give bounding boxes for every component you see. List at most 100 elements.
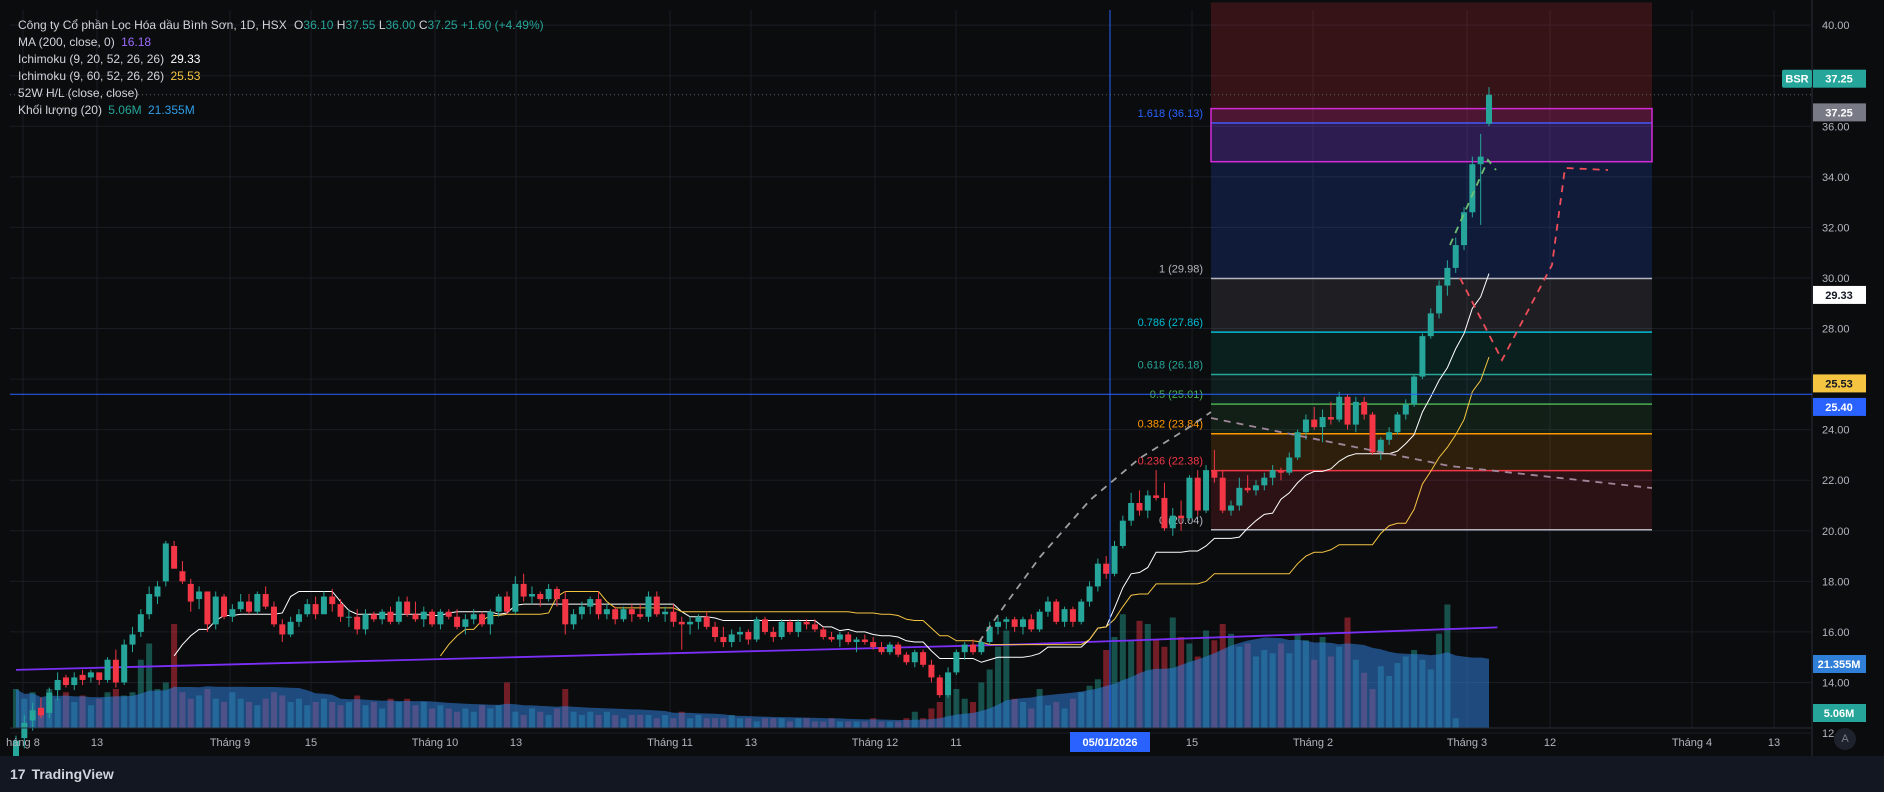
candle-body <box>728 634 735 643</box>
candle-body <box>370 614 377 620</box>
volume-bar <box>945 679 952 728</box>
price-axis-tick: 24.00 <box>1822 425 1850 437</box>
candle-body <box>928 664 935 678</box>
price-axis-tick: 32.00 <box>1822 222 1850 234</box>
volume-ma-value: 21.355M <box>148 103 195 117</box>
candle-body <box>479 614 486 625</box>
high-label: H <box>336 18 346 32</box>
fib-zone <box>1211 123 1652 279</box>
candle-body <box>429 611 436 625</box>
candle-body <box>1136 502 1143 511</box>
candle-body <box>1194 477 1201 511</box>
time-axis-tick: Tháng 11 <box>647 737 693 749</box>
candle-body <box>1178 515 1185 519</box>
fib-level-label: 0.618 (26.18) <box>1138 360 1203 372</box>
volume-badge-label: 5.06M <box>1824 708 1855 720</box>
price-axis-tick: 36.00 <box>1822 121 1850 133</box>
candle-body <box>254 594 261 612</box>
volume-value: 5.06M <box>108 103 142 117</box>
price-badge <box>1813 103 1866 122</box>
candle-body <box>903 654 910 663</box>
chart-canvas[interactable]: 1.618 (36.13) 1 (29.98) 0.786 (27.86) 0.618… <box>0 0 1884 756</box>
candle-body <box>404 601 411 615</box>
candle-body <box>154 586 161 597</box>
footer-bar: 17 TradingView <box>0 756 1884 792</box>
candle-body <box>1261 477 1268 486</box>
fib-zone <box>1211 374 1652 405</box>
candle-body <box>1236 487 1243 506</box>
price-axis-tick: 40.00 <box>1822 20 1850 32</box>
candle-body <box>1469 164 1476 213</box>
ichimoku1-label: Ichimoku (9, 20, 52, 26, 26) <box>18 52 165 66</box>
time-axis-tick: Tháng 10 <box>412 737 458 749</box>
candle-body <box>1336 396 1343 420</box>
candle-body <box>553 588 560 600</box>
candle-body <box>970 644 977 653</box>
symbol-badge <box>1782 69 1812 88</box>
volume-bar <box>928 708 935 728</box>
volume-bar <box>1003 630 1010 728</box>
candle-body <box>1169 515 1176 529</box>
ma-value: 16.18 <box>121 35 152 49</box>
candle-body <box>961 644 968 653</box>
volume-bar <box>978 682 985 728</box>
w52-row[interactable]: 52W H/L (close, close) <box>18 85 544 102</box>
fib-level-label: 1.618 (36.13) <box>1138 108 1203 120</box>
candle-body <box>13 740 19 756</box>
candle-body <box>645 596 652 617</box>
volume-row[interactable]: Khối lượng (20) 5.06M 21.355M <box>18 102 544 119</box>
candle-body <box>1144 495 1151 511</box>
candle-body <box>104 659 111 680</box>
candle-body <box>936 677 943 696</box>
candle-body <box>279 624 286 635</box>
candle-body <box>1244 487 1251 491</box>
time-axis-tick: 13 <box>1768 737 1780 749</box>
candle-body <box>1311 419 1318 428</box>
candle-body <box>320 596 327 615</box>
candle-body <box>778 621 785 637</box>
ichimoku1-row[interactable]: Ichimoku (9, 20, 52, 26, 26) 29.33 <box>18 51 544 68</box>
time-axis-tick: 13 <box>91 737 103 749</box>
candle-body <box>412 614 419 620</box>
fib-level-label: 0.5 (25.01) <box>1150 389 1203 401</box>
candle-body <box>179 571 186 582</box>
price-axis-tick: 18.00 <box>1822 576 1850 588</box>
auto-scale-button[interactable]: A <box>1834 728 1856 750</box>
candle-body <box>1486 94 1492 124</box>
high-value: 37.55 <box>345 18 376 32</box>
candle-body <box>953 652 960 673</box>
candle-body <box>395 601 402 622</box>
brand-name: TradingView <box>31 766 114 782</box>
candle-body <box>287 621 294 635</box>
volume-bar <box>986 669 993 728</box>
candle-body <box>878 647 885 653</box>
price-axis-tick: 16.00 <box>1822 627 1850 639</box>
candle-body <box>687 621 694 625</box>
candle-body <box>836 634 843 640</box>
candle-body <box>1286 457 1293 473</box>
candle-body <box>137 614 144 632</box>
candle-body <box>221 596 228 617</box>
price-badge-label: 25.40 <box>1825 402 1853 414</box>
tradingview-brand[interactable]: 17 TradingView <box>10 766 114 782</box>
candle-body <box>670 611 677 622</box>
w52-label: 52W H/L (close, close) <box>18 86 139 100</box>
fib-zone-top <box>1211 2 1652 124</box>
candle-body <box>595 599 602 615</box>
open-label: O <box>294 18 304 32</box>
fib-level-label: 1 (29.98) <box>1159 263 1203 275</box>
candle-body <box>1394 414 1401 433</box>
candle-body <box>761 619 768 632</box>
candle-body <box>162 543 169 582</box>
candle-body <box>1211 470 1218 478</box>
candle-body <box>820 629 827 637</box>
time-axis-tick: 12 <box>1544 737 1556 749</box>
volume-bar <box>1119 614 1126 728</box>
ichimoku2-value: 25.53 <box>170 69 201 83</box>
fib-level-label: 0.382 (23.84) <box>1138 419 1203 431</box>
ichimoku2-row[interactable]: Ichimoku (9, 60, 52, 26, 26) 25.53 <box>18 68 544 85</box>
candle-body <box>437 611 444 625</box>
ma-row[interactable]: MA (200, close, 0) 16.18 <box>18 34 544 51</box>
candle-body <box>828 636 835 640</box>
open-value: 36.10 <box>303 18 334 32</box>
